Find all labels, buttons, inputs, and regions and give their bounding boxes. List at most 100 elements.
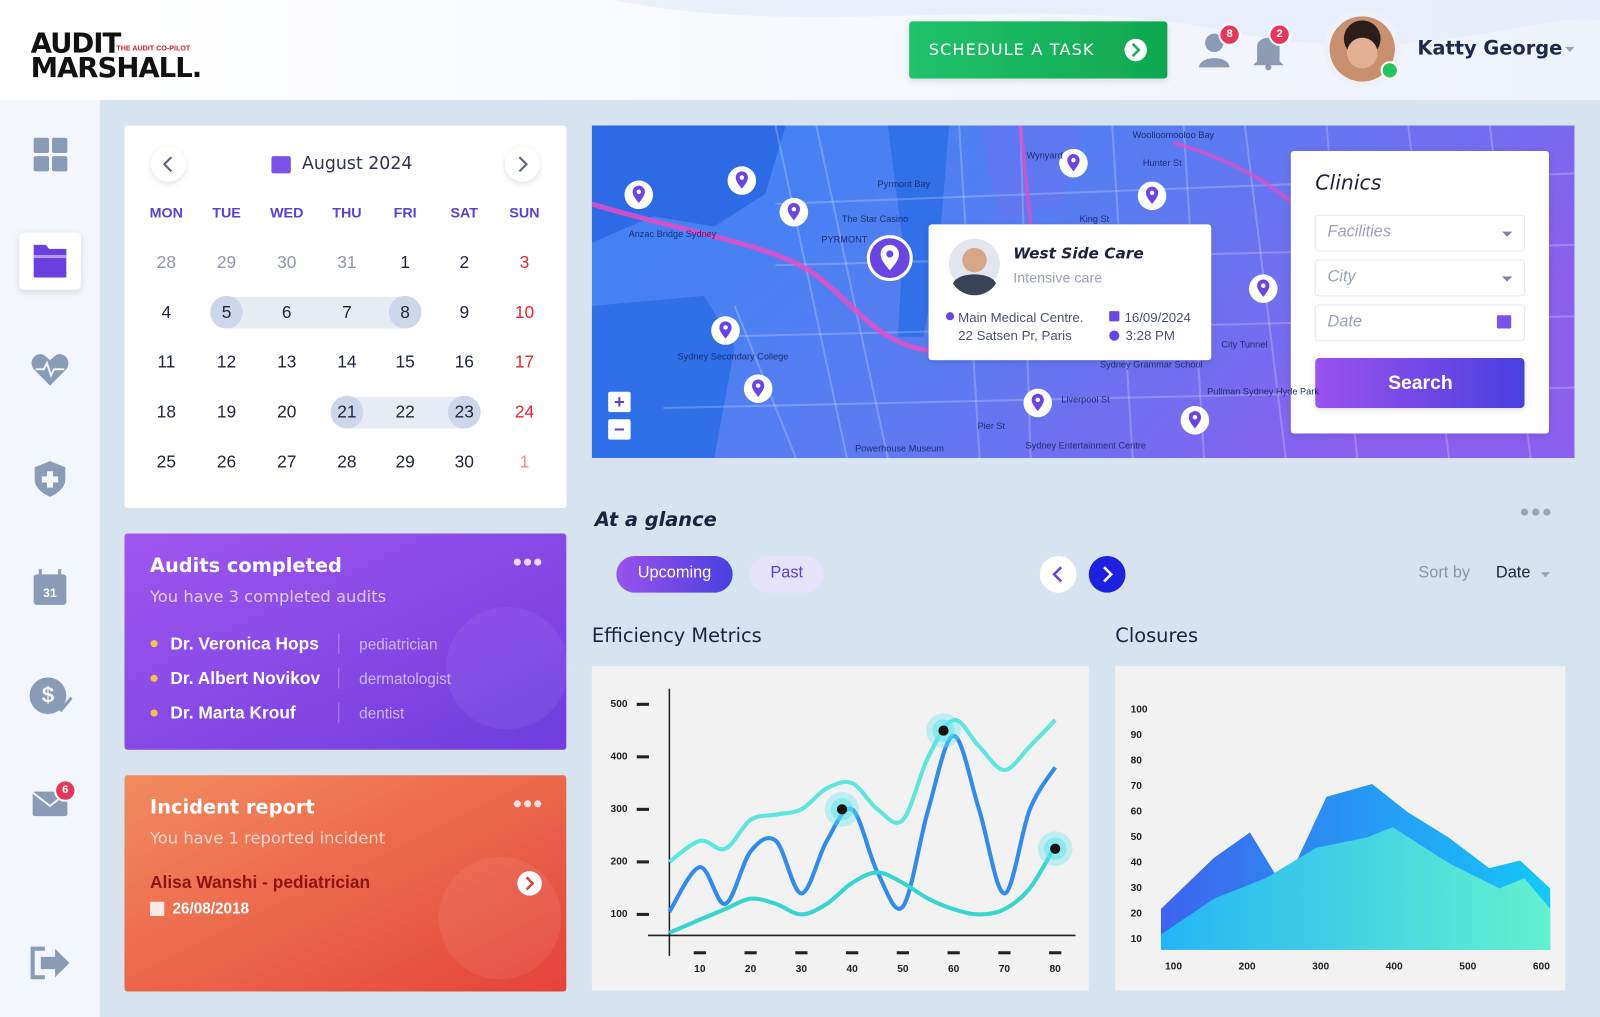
calendar-day[interactable]: 9 [459, 302, 470, 322]
date-placeholder[interactable]: Date [1327, 313, 1363, 331]
calendar-day[interactable]: 8 [400, 302, 410, 322]
calendar-day[interactable]: 27 [277, 452, 297, 472]
calendar-day[interactable]: 20 [277, 402, 297, 422]
dashboard-icon[interactable] [33, 137, 68, 172]
card-menu[interactable] [513, 558, 542, 566]
popup-name: West Side Care [1013, 244, 1144, 263]
x-tick-label: 500 [1459, 962, 1476, 973]
calendar-day[interactable]: 13 [277, 352, 297, 372]
calendar-day[interactable]: 19 [216, 402, 237, 422]
zoom-in-label[interactable]: + [614, 391, 625, 413]
pin-dot [1192, 414, 1198, 420]
calendar-day[interactable]: 3 [519, 252, 530, 272]
calendar-day[interactable]: 29 [216, 252, 237, 272]
card-menu[interactable] [513, 800, 542, 808]
sort-caret[interactable] [1540, 572, 1550, 578]
calendar-day[interactable]: 4 [161, 302, 172, 322]
calendar-day[interactable]: 24 [514, 402, 535, 422]
logo-tagline: THE AUDIT CO-PILOT [116, 45, 191, 53]
search-label[interactable]: Search [1388, 372, 1453, 395]
schedule-button[interactable] [909, 21, 1168, 79]
x-tick-label: 400 [1386, 962, 1403, 973]
calendar-day[interactable]: 17 [514, 352, 535, 372]
card-photo [445, 606, 569, 730]
glance-menu[interactable] [1520, 508, 1551, 516]
x-tick-label: 300 [1312, 962, 1329, 973]
tab-label[interactable]: Past [770, 564, 804, 582]
calendar-day[interactable]: 21 [337, 402, 357, 422]
date-input[interactable] [1314, 304, 1525, 342]
calendar-day[interactable]: 30 [454, 452, 474, 472]
tab-past[interactable] [749, 555, 824, 593]
calendar-day[interactable]: 23 [454, 402, 474, 422]
facilities-placeholder[interactable]: Facilities [1327, 223, 1392, 241]
calendar-day[interactable]: 30 [277, 252, 297, 272]
calendar-day[interactable]: 1 [400, 252, 410, 272]
range-end [330, 395, 364, 429]
doctor-specialty: pediatrician [359, 636, 438, 654]
logout-arrow[interactable] [40, 948, 70, 978]
calendar-day[interactable]: 15 [395, 352, 415, 372]
contacts-icon[interactable] [1198, 33, 1230, 68]
incident-open[interactable] [517, 871, 542, 896]
logout-door[interactable] [30, 946, 45, 980]
calendar-day[interactable]: 12 [216, 352, 237, 372]
calendar-day[interactable]: 31 [337, 252, 357, 272]
search-button[interactable] [1315, 358, 1525, 409]
pin-glyph [632, 185, 645, 203]
weekday: SUN [509, 204, 540, 221]
tab-upcoming[interactable] [616, 555, 733, 593]
calendar-day[interactable]: 11 [157, 352, 176, 372]
weekday: THU [332, 204, 362, 221]
calendar-day[interactable]: 6 [281, 302, 292, 322]
sort-label: Sort by [1418, 564, 1471, 582]
calendar-day[interactable]: 26 [216, 452, 237, 472]
calendar-day[interactable]: 2 [459, 252, 470, 272]
schedule-button-label[interactable]: SCHEDULE A TASK [928, 39, 1095, 60]
user-caret[interactable] [1565, 46, 1575, 53]
calendar-day[interactable]: 18 [156, 402, 176, 422]
incident-person: Alisa Wanshi - pediatrician [149, 872, 371, 893]
user-name[interactable]: Katty George [1417, 37, 1563, 60]
card-title: Audits completed [149, 554, 342, 577]
prev-month[interactable] [151, 146, 186, 182]
doctor-specialty: dermatologist [359, 670, 452, 689]
calendar-day[interactable]: 28 [337, 452, 357, 472]
calendar-day[interactable]: 1 [519, 452, 530, 472]
next-month[interactable] [505, 146, 540, 182]
weekday: WED [270, 204, 304, 221]
x-tick-label: 70 [999, 964, 1011, 975]
facilities-select[interactable] [1314, 214, 1525, 252]
chevron [162, 156, 173, 173]
incident-date: 26/08/2018 [172, 900, 250, 918]
doctor-name: Dr. Marta Krouf [170, 703, 296, 723]
line [668, 845, 1057, 935]
calendar-day[interactable]: 28 [156, 252, 176, 272]
prev-button[interactable] [1039, 555, 1077, 593]
calendar-day[interactable]: 7 [342, 302, 352, 322]
zoom-out[interactable] [608, 419, 631, 440]
badge-count: 2 [1276, 28, 1283, 41]
zoom-in[interactable] [608, 391, 631, 413]
pin-dot [1035, 397, 1040, 403]
calendar-day[interactable]: 14 [337, 352, 357, 372]
calendar-day[interactable]: 16 [454, 352, 474, 372]
pin-glyph [787, 202, 800, 221]
shield-cross [41, 471, 59, 488]
x-tick-label: 60 [948, 964, 960, 975]
calendar-day[interactable]: 29 [395, 452, 415, 472]
zoom-out-label[interactable]: − [614, 419, 625, 440]
chevron [518, 156, 528, 173]
calendar-day[interactable]: 5 [221, 302, 232, 322]
calendar-day[interactable]: 10 [514, 302, 535, 322]
calendar-icon[interactable] [33, 574, 67, 605]
city-select[interactable] [1314, 259, 1525, 297]
tab-label[interactable]: Upcoming [637, 564, 712, 582]
city-placeholder[interactable]: City [1327, 268, 1356, 286]
doctor-face [962, 247, 987, 273]
next-button[interactable] [1088, 555, 1126, 593]
calendar-day[interactable]: 25 [156, 452, 176, 472]
map-pins [624, 148, 1278, 435]
sort-value[interactable]: Date [1495, 564, 1531, 582]
calendar-day[interactable]: 22 [395, 402, 415, 422]
